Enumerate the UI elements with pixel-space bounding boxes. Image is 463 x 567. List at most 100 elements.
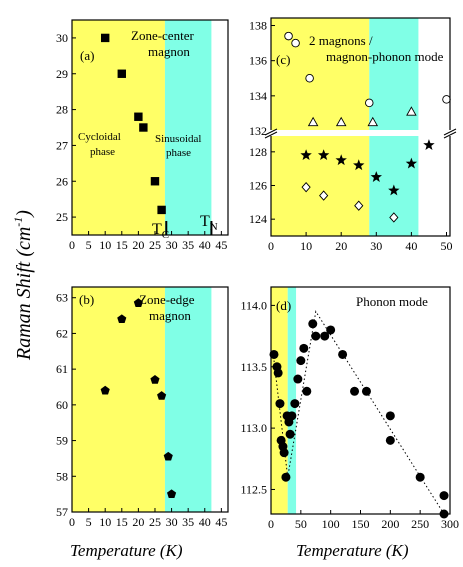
a-xtick-label-0: 0: [69, 238, 75, 252]
panel-c-series-0-point-0: [284, 31, 293, 41]
panel-c-series-1-point-0: [307, 116, 319, 127]
panel-a-sinusoidal-label-line2: phase: [166, 147, 191, 159]
x-axis-title-left: Temperature (K): [70, 541, 183, 560]
panel-d-point-12: [290, 399, 300, 409]
panel-a-region-cycloidal: [72, 20, 165, 235]
panel-d-point-11: [287, 411, 297, 421]
a-ytick-label-28: 28: [56, 103, 68, 117]
panel-a-point-0: [100, 33, 110, 43]
panel-a-cycloidal-label-line1: Cycloidal: [78, 131, 121, 143]
panel-a-point-4: [150, 177, 160, 186]
b-xtick-label-1: 5: [86, 515, 92, 529]
panel-a-annotation-line1: Zone-center: [131, 28, 194, 43]
panel-c-series-2-point-4: [370, 171, 382, 182]
panel-c-series-2-point-7: [423, 139, 435, 150]
panel-c-annotation-line1: 2 magnons /: [309, 33, 373, 48]
b-ytick-label-62: 62: [56, 326, 68, 340]
panel-a-tc-label: TC: [152, 221, 169, 241]
panel-b-annotation-line2: magnon: [149, 308, 191, 323]
panel-b: 0 5 10 15 20 25 30 35 40 45 57 58 59 60 61 62 63 (b) Zon…: [56, 286, 229, 529]
panel-c-series-0-point-3: [365, 98, 374, 108]
a-ytick-label-26: 26: [56, 174, 68, 188]
b-xtick-label-5: 25: [149, 515, 161, 529]
panel-b-point-4: [157, 391, 167, 400]
a-ytick-label-25: 25: [56, 210, 68, 224]
panel-a-ticks: 0 5 10 15 20 25 30 35 40 45 25 26 27 28 29 30: [56, 31, 227, 252]
panel-d-point-23: [361, 386, 371, 396]
b-xtick-label-0: 0: [69, 515, 75, 529]
c-xtick-label-4: 40: [405, 239, 417, 253]
panel-a: 0 5 10 15 20 25 30 35 40 45 25 26 27 28 29 30 (a) Zone-…: [56, 19, 229, 252]
panel-c-axis-break: [264, 128, 457, 139]
a-xtick-label-8: 40: [199, 238, 211, 252]
b-xtick-label-8: 40: [199, 515, 211, 529]
panel-d-point-24: [385, 411, 395, 421]
panel-d-annotation: Phonon mode: [356, 294, 428, 309]
d-ytick-label-113.5: 113.5: [240, 360, 267, 374]
panel-a-region-sinusoidal: [164, 20, 212, 235]
panel-d-point-14: [296, 356, 306, 366]
b-ytick-label-61: 61: [56, 362, 68, 376]
panel-d-point-3: [275, 399, 285, 409]
panel-b-marks: [100, 298, 177, 499]
panel-d-point-19: [320, 331, 330, 341]
panel-a-cycloidal-label-line2: phase: [90, 146, 115, 158]
panel-a-sinusoidal-label-line1: Sinusoidal: [155, 133, 201, 145]
d-xtick-label-4: 200: [381, 517, 399, 531]
panel-c-series-0-point-4: [442, 95, 451, 104]
panel-a-point-5: [157, 205, 166, 215]
panel-b-point-0: [100, 385, 110, 395]
panel-d-point-2: [273, 368, 283, 378]
a-xtick-label-2: 10: [99, 238, 111, 252]
panel-d-point-22: [350, 386, 360, 396]
b-ytick-label-63: 63: [56, 291, 68, 305]
panel-d-point-16: [302, 386, 312, 396]
b-xtick-label-6: 30: [166, 515, 178, 529]
panel-b-point-1: [117, 314, 127, 324]
c-ytick-label-132: 132: [249, 124, 267, 138]
panel-d-ticks: 0 50 100 150 200 250 300 112.5 113.0 113.5 114.0: [240, 298, 459, 531]
c-ytick-label-134: 134: [249, 89, 267, 103]
a-xtick-label-7: 35: [182, 238, 194, 252]
a-xtick-label-9: 45: [215, 238, 227, 252]
d-xtick-label-3: 150: [352, 517, 370, 531]
d-xtick-label-1: 50: [295, 517, 307, 531]
panel-d-point-17: [308, 319, 318, 329]
panel-a-annotation-line2: magnon: [148, 44, 190, 59]
b-xtick-label-7: 35: [182, 515, 194, 529]
d-xtick-label-0: 0: [268, 517, 274, 531]
b-ytick-label-59: 59: [56, 434, 68, 448]
panel-b-annotation-line1: Zone-edge: [139, 292, 195, 307]
b-xtick-label-2: 10: [99, 515, 111, 529]
b-xtick-label-9: 45: [215, 515, 227, 529]
d-xtick-label-2: 100: [322, 517, 340, 531]
a-xtick-label-4: 20: [132, 238, 144, 252]
c-xtick-label-3: 30: [370, 239, 382, 253]
panel-c-series-1-point-2: [367, 116, 379, 127]
a-xtick-label-3: 15: [116, 238, 128, 252]
panel-c-region-cycloidal: [271, 18, 370, 236]
x-axis-title-right: Temperature (K): [296, 541, 409, 560]
a-xtick-label-5: 25: [149, 238, 161, 252]
panel-c-series-0-point-1: [291, 38, 300, 48]
a-ytick-label-27: 27: [56, 138, 68, 152]
panel-c-annotation-line2: magnon-phonon mode: [326, 49, 444, 64]
panel-a-point-2: [134, 112, 143, 121]
panel-b-frame: [71, 286, 229, 513]
panel-a-point-1: [117, 69, 126, 78]
c-ytick-label-138: 138: [249, 19, 267, 33]
panel-c-label: (c): [276, 52, 290, 67]
panel-c-region-sinusoidal: [369, 18, 419, 236]
panel-d-label: (d): [276, 298, 291, 313]
panel-d-frame: [270, 286, 451, 515]
panel-c-series-1-point-1: [335, 116, 347, 127]
panel-c-series-2-point-3: [353, 159, 365, 171]
b-ytick-label-58: 58: [56, 469, 68, 483]
c-ytick-label-126: 126: [249, 179, 267, 193]
a-ytick-label-30: 30: [56, 31, 68, 45]
d-ytick-label-113.0: 113.0: [240, 421, 267, 435]
d-xtick-label-5: 250: [411, 517, 429, 531]
panel-d-point-26: [415, 472, 425, 482]
b-xtick-label-3: 15: [116, 515, 128, 529]
panel-a-label: (a): [80, 48, 94, 63]
